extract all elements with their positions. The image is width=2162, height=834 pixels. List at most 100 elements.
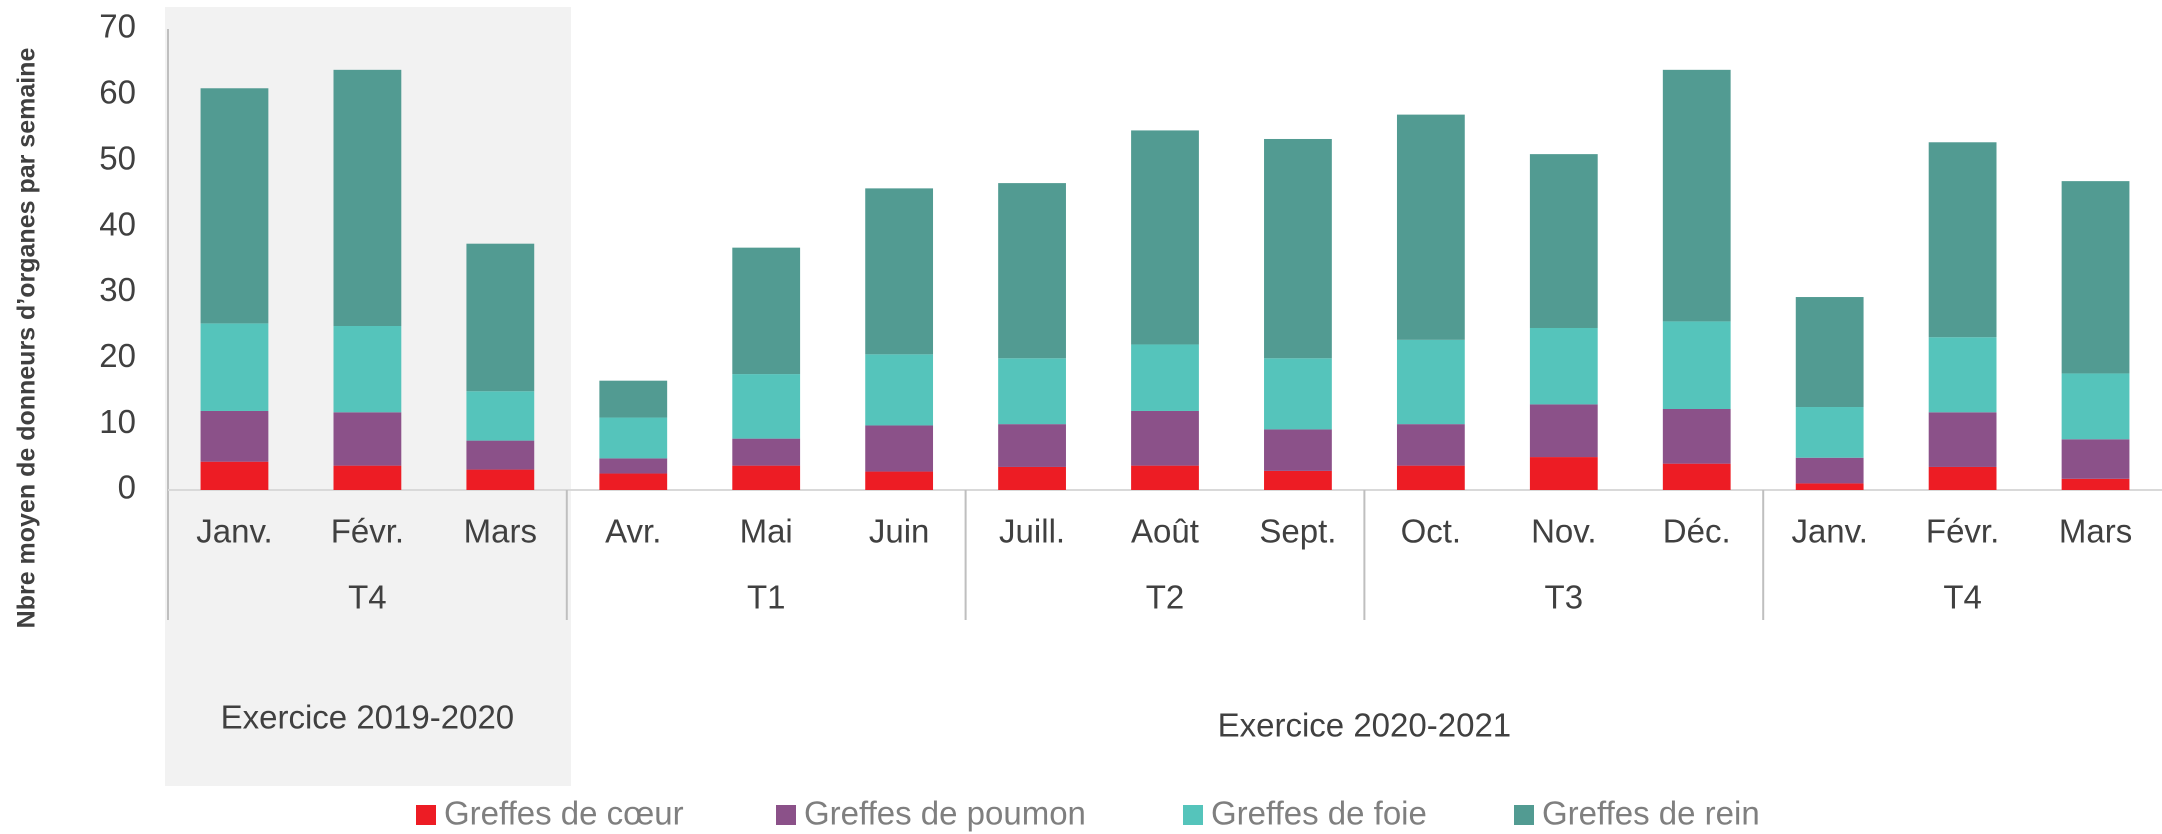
legend-marker [776,805,796,825]
x-tick-label: Avr. [605,513,661,550]
quarter-label: T4 [1943,579,1982,616]
legend-label: Greffes de cœur [444,795,684,832]
quarter-label: T4 [348,579,387,616]
bar-segment [599,458,668,474]
bar-segment [1795,483,1864,490]
year-label: Exercice 2019-2020 [221,699,515,736]
y-tick-label: 20 [99,337,136,374]
x-tick-label: Nov. [1531,513,1596,550]
bar-segment [865,425,934,472]
bar-segment [200,410,269,462]
x-tick-label: Janv. [1791,513,1867,550]
bar-segment [2061,478,2130,490]
bar-segment [732,438,801,466]
bar-segment [1264,470,1332,490]
bar-segment [1662,463,1731,490]
bar-segment [732,465,801,490]
bar-segment [333,326,402,413]
legend-marker [1514,805,1534,825]
y-tick-label: 30 [99,271,136,308]
bar-segment [200,88,269,324]
bar-segment [998,358,1066,425]
bar-segment [998,466,1066,490]
bar-segment [1396,424,1465,466]
bar-segment [2061,439,2130,479]
quarter-label: T3 [1545,579,1584,616]
y-tick-label: 10 [99,403,136,440]
bar-segment [599,417,668,459]
bar-segment [1928,337,1997,413]
bar-segment [1529,154,1598,328]
bar-segment [333,412,402,466]
legend-label: Greffes de rein [1542,795,1760,832]
x-tick-label: Févr. [331,513,404,550]
bar-segment [1662,408,1731,464]
bar-segment [1529,327,1598,405]
x-tick-label: Févr. [1926,513,1999,550]
bar-segment [466,469,535,490]
y-tick-label: 70 [99,8,136,45]
bar-segment [1131,465,1199,490]
bar-segment [1795,297,1864,408]
legend-label: Greffes de poumon [804,795,1086,832]
bar-segment [1264,138,1332,359]
x-tick-label: Juin [869,513,930,550]
bar-segment [865,471,934,490]
bar-segment [1264,358,1332,430]
quarter-label: T1 [747,579,786,616]
bar-segment [998,183,1066,359]
bar-segment [1928,142,1997,338]
bar-segment [1928,466,1997,490]
bar-segment [1131,410,1199,466]
bar-segment [865,188,934,355]
x-tick-label: Mai [740,513,793,550]
legend-marker [1183,805,1203,825]
bar-segment [865,354,934,426]
y-tick-label: 60 [99,74,136,111]
bar-segment [1795,407,1864,458]
bar-segment [1131,130,1199,345]
bar-segment [1131,344,1199,411]
bar-segment [1928,412,1997,467]
y-tick-label: 50 [99,139,136,176]
x-tick-label: Mars [2059,513,2132,550]
bar-segment [1662,69,1731,322]
bar-segment [1396,114,1465,340]
x-tick-label: Août [1131,513,1199,550]
bar-segment [466,440,535,470]
bar-segment [732,374,801,439]
bar-segment [1529,404,1598,458]
quarter-label: T2 [1146,579,1185,616]
bar-segment [1795,457,1864,484]
y-tick-label: 0 [118,469,136,506]
bar-segment [1529,457,1598,490]
x-tick-label: Sept. [1259,513,1336,550]
legend-label: Greffes de foie [1211,795,1427,832]
x-tick-label: Juill. [999,513,1065,550]
x-tick-label: Oct. [1401,513,1462,550]
x-tick-label: Mars [464,513,537,550]
bar-segment [599,473,668,490]
bar-segment [200,461,269,490]
x-tick-label: Déc. [1663,513,1731,550]
y-axis-title: Nbre moyen de donneurs d’organes par sem… [13,48,41,629]
bar-segment [998,424,1066,467]
bar-segment [1662,321,1731,409]
bar-segment [466,391,535,441]
x-tick-label: Janv. [196,513,272,550]
bar-segment [466,243,535,392]
bar-segment [1264,429,1332,471]
bar-segment [732,247,801,375]
bar-segment [2061,373,2130,440]
bar-segment [333,465,402,490]
bar-segment [200,323,269,411]
bar-segment [2061,181,2130,374]
bar-segment [333,69,402,327]
y-tick-label: 40 [99,205,136,242]
bar-segment [599,380,668,418]
bar-segment [1396,465,1465,490]
legend-marker [416,805,436,825]
bar-segment [1396,339,1465,425]
year-label: Exercice 2020-2021 [1218,707,1512,744]
